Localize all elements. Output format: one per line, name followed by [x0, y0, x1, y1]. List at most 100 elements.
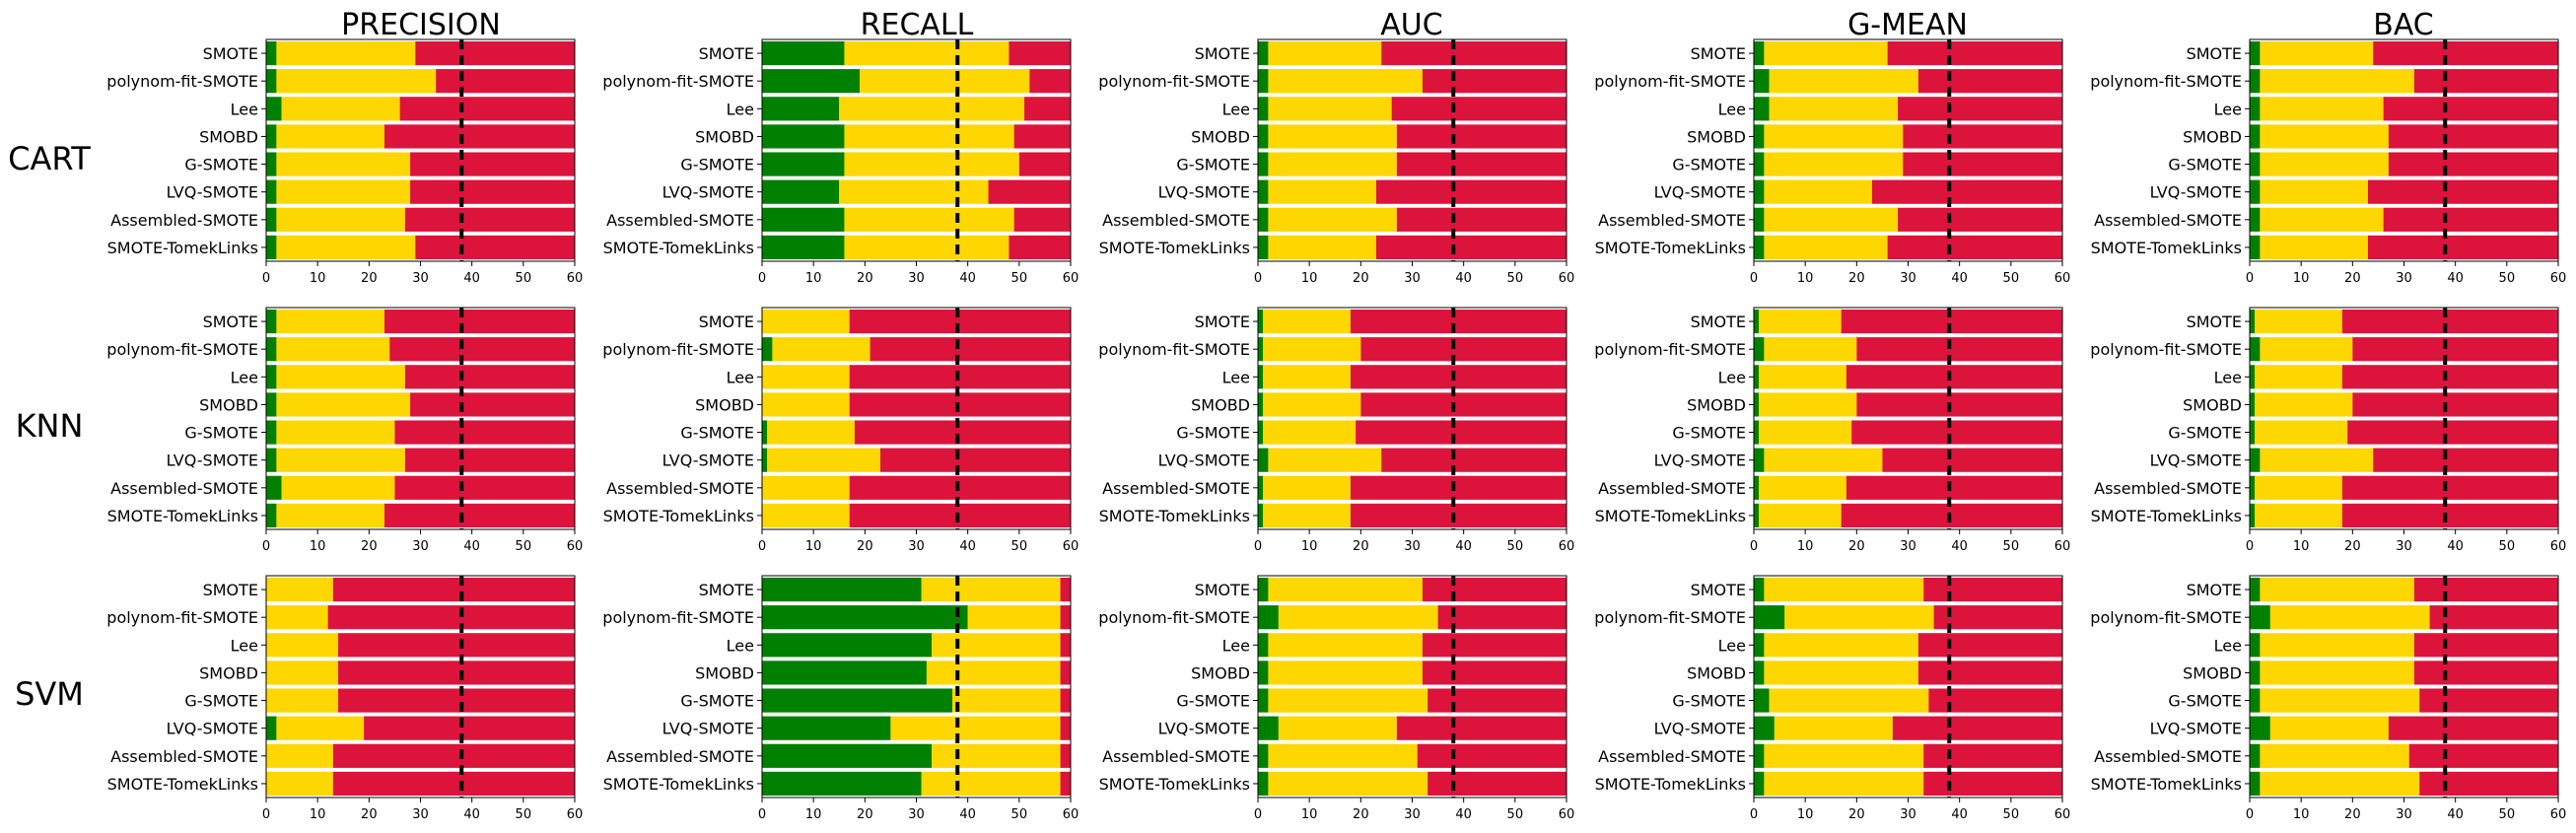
bar-loss-lvq-smote — [2388, 716, 2558, 740]
bar-loss-lee — [1391, 97, 1566, 121]
bar-loss-smobd — [338, 660, 575, 685]
x-tick-label: 0 — [758, 271, 766, 286]
bar-win-polynom-fit-smote — [2250, 605, 2270, 630]
bar-loss-polynom-fit-smote — [1360, 337, 1566, 362]
bar-tie-assembled-smote — [1764, 743, 1924, 768]
bar-tie-smobd — [1263, 392, 1361, 417]
bar-loss-smote — [2341, 309, 2558, 334]
bar-tie-smote-tomeklinks — [1764, 235, 1888, 260]
y-tick-label: SMOBD — [1191, 127, 1250, 146]
bar-tie-smobd — [2260, 660, 2414, 685]
bar-loss-smobd — [2388, 124, 2558, 149]
bar-loss-polynom-fit-smote — [870, 337, 1071, 362]
y-tick-label: G-SMOTE — [2168, 692, 2242, 711]
bar-win-smote-tomeklinks — [266, 235, 277, 260]
bar-tie-smobd — [276, 392, 411, 417]
bar-loss-assembled-smote — [1060, 743, 1071, 768]
y-tick-label: SMOTE-TomekLinks — [2091, 507, 2242, 525]
x-tick-label: 20 — [1848, 539, 1865, 554]
x-tick-label: 30 — [412, 271, 429, 286]
bar-loss-smobd — [1903, 124, 2062, 149]
bar-loss-smobd — [1060, 660, 1071, 685]
bar-loss-lee — [1898, 97, 2062, 121]
column-titles: PRECISION RECALL AUC G-MEAN BAC — [341, 8, 2434, 42]
bar-tie-lee — [2260, 97, 2384, 121]
bar-loss-g-smote — [2419, 688, 2558, 713]
bar-loss-lee — [1917, 633, 2062, 658]
bar-win-assembled-smote — [2250, 743, 2261, 768]
bar-tie-smobd — [1268, 660, 1423, 685]
x-tick-label: 0 — [2246, 539, 2254, 554]
y-tick-label: polynom-fit-SMOTE — [106, 72, 258, 91]
bar-win-g-smote — [266, 152, 277, 176]
y-tick-label: LVQ-SMOTE — [167, 183, 258, 202]
x-tick-label: 20 — [361, 539, 378, 554]
bar-win-smobd — [1754, 660, 1765, 685]
bar-tie-g-smote — [2255, 420, 2348, 445]
bar-win-g-smote — [1754, 688, 1770, 713]
bar-tie-smobd — [2260, 124, 2389, 149]
bar-tie-lee — [281, 97, 400, 121]
y-tick-label: SMOTE-TomekLinks — [1595, 239, 1746, 257]
bar-tie-lee — [276, 365, 405, 389]
panel-knn-recall: SMOTE polynom-fit-SMOTE Lee SMOBD G-SMOTE LVQ… — [602, 307, 1079, 554]
bar-win-assembled-smote — [2250, 475, 2256, 500]
bar-tie-smobd — [1764, 124, 1904, 149]
bar-tie-g-smote — [1268, 688, 1428, 713]
x-tick-label: 30 — [2396, 807, 2412, 822]
bar-loss-lvq-smote — [1871, 179, 2062, 204]
panel-knn-bac: SMOTE polynom-fit-SMOTE Lee SMOBD G-SMOTE LVQ… — [2090, 307, 2566, 554]
bar-win-smobd — [1258, 660, 1269, 685]
bar-loss-g-smote — [1356, 420, 1566, 445]
y-tick-label: G-SMOTE — [2168, 424, 2242, 443]
bar-win-polynom-fit-smote — [762, 337, 773, 362]
x-tick-label: 0 — [1254, 539, 1262, 554]
bar-tie-smote — [1268, 577, 1423, 602]
bar-tie-smote — [844, 40, 1010, 66]
y-tick-label: LVQ-SMOTE — [2150, 451, 2242, 470]
bar-tie-lvq-smote — [276, 716, 365, 740]
y-tick-label: LVQ-SMOTE — [1654, 451, 1746, 470]
bar-loss-smote-tomeklinks — [1375, 235, 1566, 260]
bar-loss-smote — [1887, 40, 2062, 66]
bar-tie-lee — [1263, 365, 1351, 389]
bar-loss-smote-tomeklinks — [415, 235, 575, 260]
bar-loss-assembled-smote — [1923, 743, 2062, 768]
y-tick-label: polynom-fit-SMOTE — [106, 340, 258, 359]
bar-tie-lvq-smote — [839, 179, 989, 204]
y-tick-label: Lee — [727, 636, 754, 655]
x-tick-label: 20 — [2344, 807, 2361, 822]
bar-win-assembled-smote — [1754, 475, 1760, 500]
y-tick-label: LVQ-SMOTE — [1654, 720, 1746, 738]
y-tick-label: polynom-fit-SMOTE — [2090, 340, 2242, 359]
bar-loss-smote — [2373, 40, 2558, 66]
bar-tie-polynom-fit-smote — [1784, 605, 1934, 630]
bar-tie-g-smote — [1263, 420, 1357, 445]
bar-tie-lvq-smote — [1278, 716, 1397, 740]
bar-loss-lee — [1422, 633, 1566, 658]
bar-win-smote-tomeklinks — [1754, 771, 1765, 797]
bar-tie-smobd — [276, 124, 384, 149]
y-tick-label: Assembled-SMOTE — [110, 747, 258, 766]
bar-tie-polynom-fit-smote — [1263, 337, 1361, 362]
bar-loss-lee — [1350, 365, 1566, 389]
x-tick-label: 10 — [1301, 539, 1318, 554]
panel-cart-precision: SMOTE polynom-fit-SMOTE Lee SMOBD G-SMOTE LVQ… — [106, 38, 583, 286]
bar-win-lvq-smote — [1754, 179, 1765, 204]
x-tick-label: 40 — [463, 271, 480, 286]
y-tick-label: Assembled-SMOTE — [1598, 211, 1746, 230]
y-tick-label: Assembled-SMOTE — [2094, 211, 2242, 230]
bar-tie-polynom-fit-smote — [276, 337, 390, 362]
y-tick-label: Assembled-SMOTE — [110, 479, 258, 498]
y-tick-label: G-SMOTE — [680, 692, 754, 711]
x-tick-label: 0 — [1254, 271, 1262, 286]
y-tick-label: SMOBD — [695, 663, 754, 682]
bar-win-g-smote — [1754, 420, 1760, 445]
x-tick-label: 40 — [959, 271, 976, 286]
bar-tie-lvq-smote — [1764, 179, 1872, 204]
bar-win-smobd — [266, 124, 277, 149]
y-tick-label: Lee — [2214, 636, 2242, 655]
y-tick-label: SMOTE — [699, 44, 754, 63]
bar-tie-smote — [276, 309, 384, 334]
bar-tie-smote — [1759, 309, 1842, 334]
